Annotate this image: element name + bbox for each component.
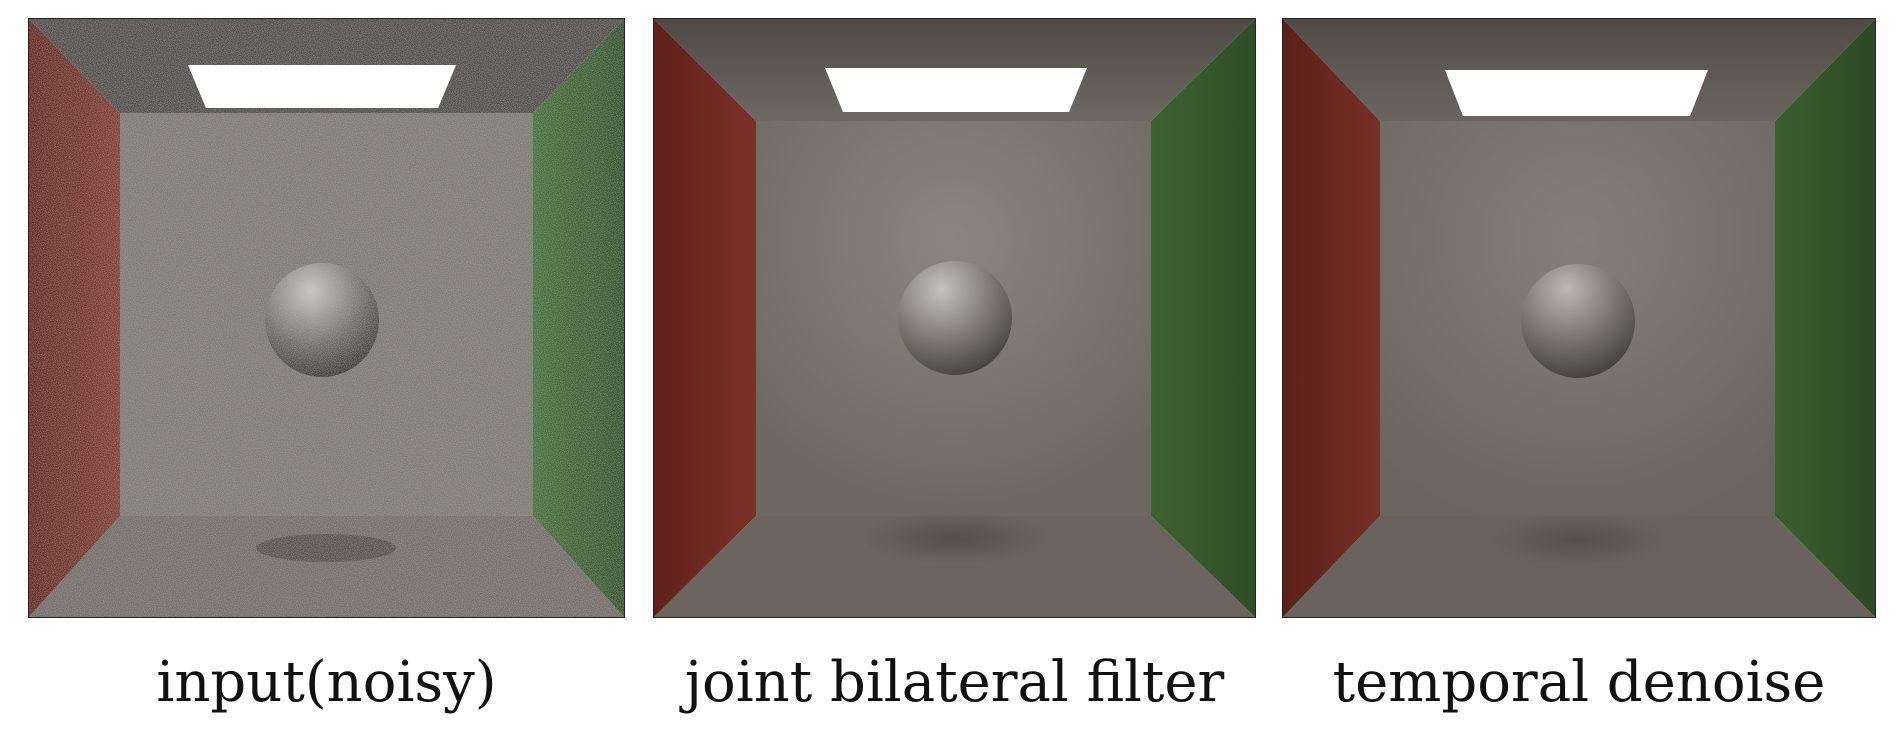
- render-panel-joint-bilateral-filter: [653, 18, 1256, 618]
- caption-temporal-denoise: temporal denoise: [1332, 650, 1826, 715]
- sphere-shadow: [860, 512, 1050, 564]
- sphere-shadow: [1488, 514, 1668, 566]
- floor: [653, 516, 1256, 618]
- noise-overlay: [28, 18, 625, 618]
- caption-joint-bilateral-filter: joint bilateral filter: [684, 650, 1225, 715]
- cornell-box-render-noisy: [28, 18, 625, 618]
- ceiling-light: [1445, 70, 1708, 116]
- sphere: [898, 261, 1012, 375]
- sphere: [1521, 264, 1635, 378]
- cornell-box-render-filtered: [653, 18, 1256, 618]
- render-panel-temporal-denoise: [1282, 18, 1876, 618]
- right-wall-green: [1775, 18, 1876, 618]
- floor: [1282, 516, 1876, 618]
- left-wall-red: [1282, 18, 1380, 618]
- ceiling-light: [825, 68, 1087, 112]
- right-wall-green: [1151, 18, 1256, 618]
- cornell-box-render-smooth: [1282, 18, 1876, 618]
- left-wall-red: [653, 18, 756, 618]
- ceiling: [1282, 18, 1876, 121]
- render-panel-input-noisy: [28, 18, 625, 618]
- caption-input-noisy: input(noisy): [156, 650, 497, 715]
